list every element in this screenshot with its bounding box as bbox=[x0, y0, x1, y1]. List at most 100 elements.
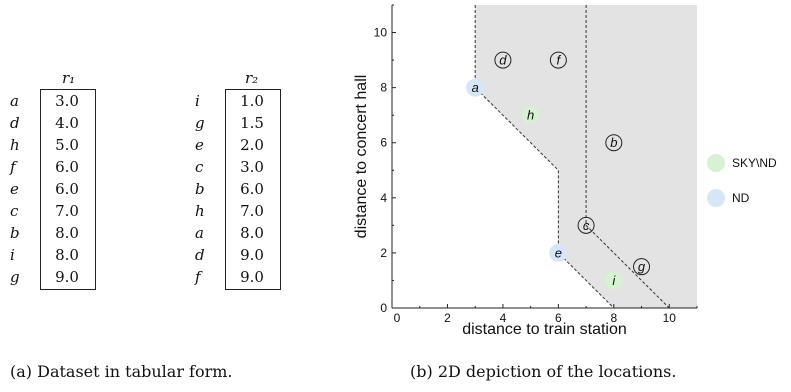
row-value: 3.0 bbox=[55, 92, 79, 110]
data-point-e: e bbox=[549, 243, 568, 262]
data-point-g: g bbox=[633, 258, 651, 276]
row-label: a bbox=[195, 224, 204, 242]
x-axis-label: distance to train station bbox=[462, 321, 627, 338]
row-value: 1.5 bbox=[240, 114, 264, 132]
y-tick-label: 0 bbox=[380, 301, 387, 315]
data-point-i: i bbox=[604, 271, 623, 290]
point-marker bbox=[604, 271, 623, 290]
row-label: d bbox=[10, 114, 20, 132]
legend-label: SKY\ND bbox=[732, 156, 777, 170]
row-value: 3.0 bbox=[240, 158, 264, 176]
x-tick-label: 8 bbox=[610, 311, 617, 325]
data-point-b: b bbox=[605, 134, 623, 152]
row-value: 9.0 bbox=[240, 246, 264, 264]
point-marker bbox=[577, 216, 595, 234]
y-tick-label: 10 bbox=[374, 26, 388, 40]
row-value: 7.0 bbox=[240, 202, 264, 220]
data-point-d: d bbox=[494, 51, 512, 69]
boundary-line-2 bbox=[585, 5, 670, 309]
y-tick-label: 8 bbox=[380, 81, 387, 95]
data-point-c: c bbox=[577, 216, 595, 234]
point-label: c bbox=[583, 218, 590, 233]
y-tick-label: 6 bbox=[380, 136, 387, 150]
row-value: 6.0 bbox=[55, 180, 79, 198]
x-tick-label: 0 bbox=[394, 311, 401, 325]
table-row: b 6.0 bbox=[195, 178, 285, 200]
point-marker bbox=[494, 51, 512, 69]
table-row: a 3.0 bbox=[10, 90, 100, 112]
row-label: h bbox=[10, 136, 20, 154]
caption-b: (b) 2D depiction of the locations. bbox=[410, 362, 677, 381]
row-value: 1.0 bbox=[240, 92, 264, 110]
y-tick-label: 2 bbox=[380, 246, 387, 260]
boundary-line-1 bbox=[474, 5, 615, 309]
point-label: e bbox=[555, 245, 562, 260]
data-point-a: a bbox=[466, 78, 485, 97]
x-tick-label: 6 bbox=[555, 311, 562, 325]
point-marker bbox=[633, 258, 651, 276]
table-r2-header: r₂ bbox=[245, 69, 259, 87]
table-row: c 7.0 bbox=[10, 200, 100, 222]
row-label: b bbox=[10, 224, 20, 242]
x-tick-label: 2 bbox=[444, 311, 451, 325]
row-label: e bbox=[195, 136, 204, 154]
x-tick-label: 10 bbox=[663, 311, 677, 325]
row-value: 8.0 bbox=[55, 246, 79, 264]
point-label: i bbox=[612, 273, 616, 288]
table-row: f 6.0 bbox=[10, 156, 100, 178]
legend-label: ND bbox=[732, 191, 750, 205]
row-label: f bbox=[10, 158, 16, 176]
x-tick-label: 4 bbox=[500, 311, 507, 325]
table-row: f 9.0 bbox=[195, 266, 285, 288]
row-label: d bbox=[195, 246, 205, 264]
point-marker bbox=[466, 78, 485, 97]
point-label: g bbox=[638, 259, 646, 274]
y-axis-label: distance to concert hall bbox=[353, 75, 370, 239]
table-r2-box bbox=[225, 89, 281, 290]
row-label: f bbox=[195, 268, 201, 286]
row-label: g bbox=[10, 268, 20, 286]
y-tick-label: 4 bbox=[380, 191, 387, 205]
row-label: i bbox=[10, 246, 15, 264]
table-row: i 8.0 bbox=[10, 244, 100, 266]
table-row: g 9.0 bbox=[10, 266, 100, 288]
row-value: 6.0 bbox=[240, 180, 264, 198]
table-row: g 1.5 bbox=[195, 112, 285, 134]
legend-swatch bbox=[707, 189, 725, 207]
table-row: i 1.0 bbox=[195, 90, 285, 112]
table-row: h 5.0 bbox=[10, 134, 100, 156]
table-row: d 4.0 bbox=[10, 112, 100, 134]
row-label: i bbox=[195, 92, 200, 110]
legend-swatch bbox=[707, 154, 725, 172]
row-value: 7.0 bbox=[55, 202, 79, 220]
row-value: 5.0 bbox=[55, 136, 79, 154]
point-label: a bbox=[472, 80, 479, 95]
point-label: f bbox=[557, 53, 562, 68]
row-label: g bbox=[195, 114, 205, 132]
row-value: 9.0 bbox=[55, 268, 79, 286]
row-value: 8.0 bbox=[55, 224, 79, 242]
point-marker bbox=[549, 243, 568, 262]
point-label: d bbox=[499, 53, 507, 68]
caption-a: (a) Dataset in tabular form. bbox=[10, 362, 233, 381]
row-label: b bbox=[195, 180, 205, 198]
point-marker bbox=[549, 51, 567, 69]
table-row: a 8.0 bbox=[195, 222, 285, 244]
data-point-f: f bbox=[549, 51, 567, 69]
table-r1-header: r₁ bbox=[62, 69, 76, 87]
table-row: b 8.0 bbox=[10, 222, 100, 244]
row-value: 6.0 bbox=[55, 158, 79, 176]
row-label: e bbox=[10, 180, 19, 198]
data-point-h: h bbox=[521, 106, 540, 125]
table-r1-box bbox=[40, 89, 96, 290]
row-value: 4.0 bbox=[55, 114, 79, 132]
row-label: a bbox=[10, 92, 19, 110]
table-row: e 2.0 bbox=[195, 134, 285, 156]
point-marker bbox=[605, 134, 623, 152]
point-label: h bbox=[527, 108, 534, 123]
point-label: b bbox=[610, 135, 617, 150]
row-value: 9.0 bbox=[240, 268, 264, 286]
table-row: h 7.0 bbox=[195, 200, 285, 222]
row-value: 2.0 bbox=[240, 136, 264, 154]
